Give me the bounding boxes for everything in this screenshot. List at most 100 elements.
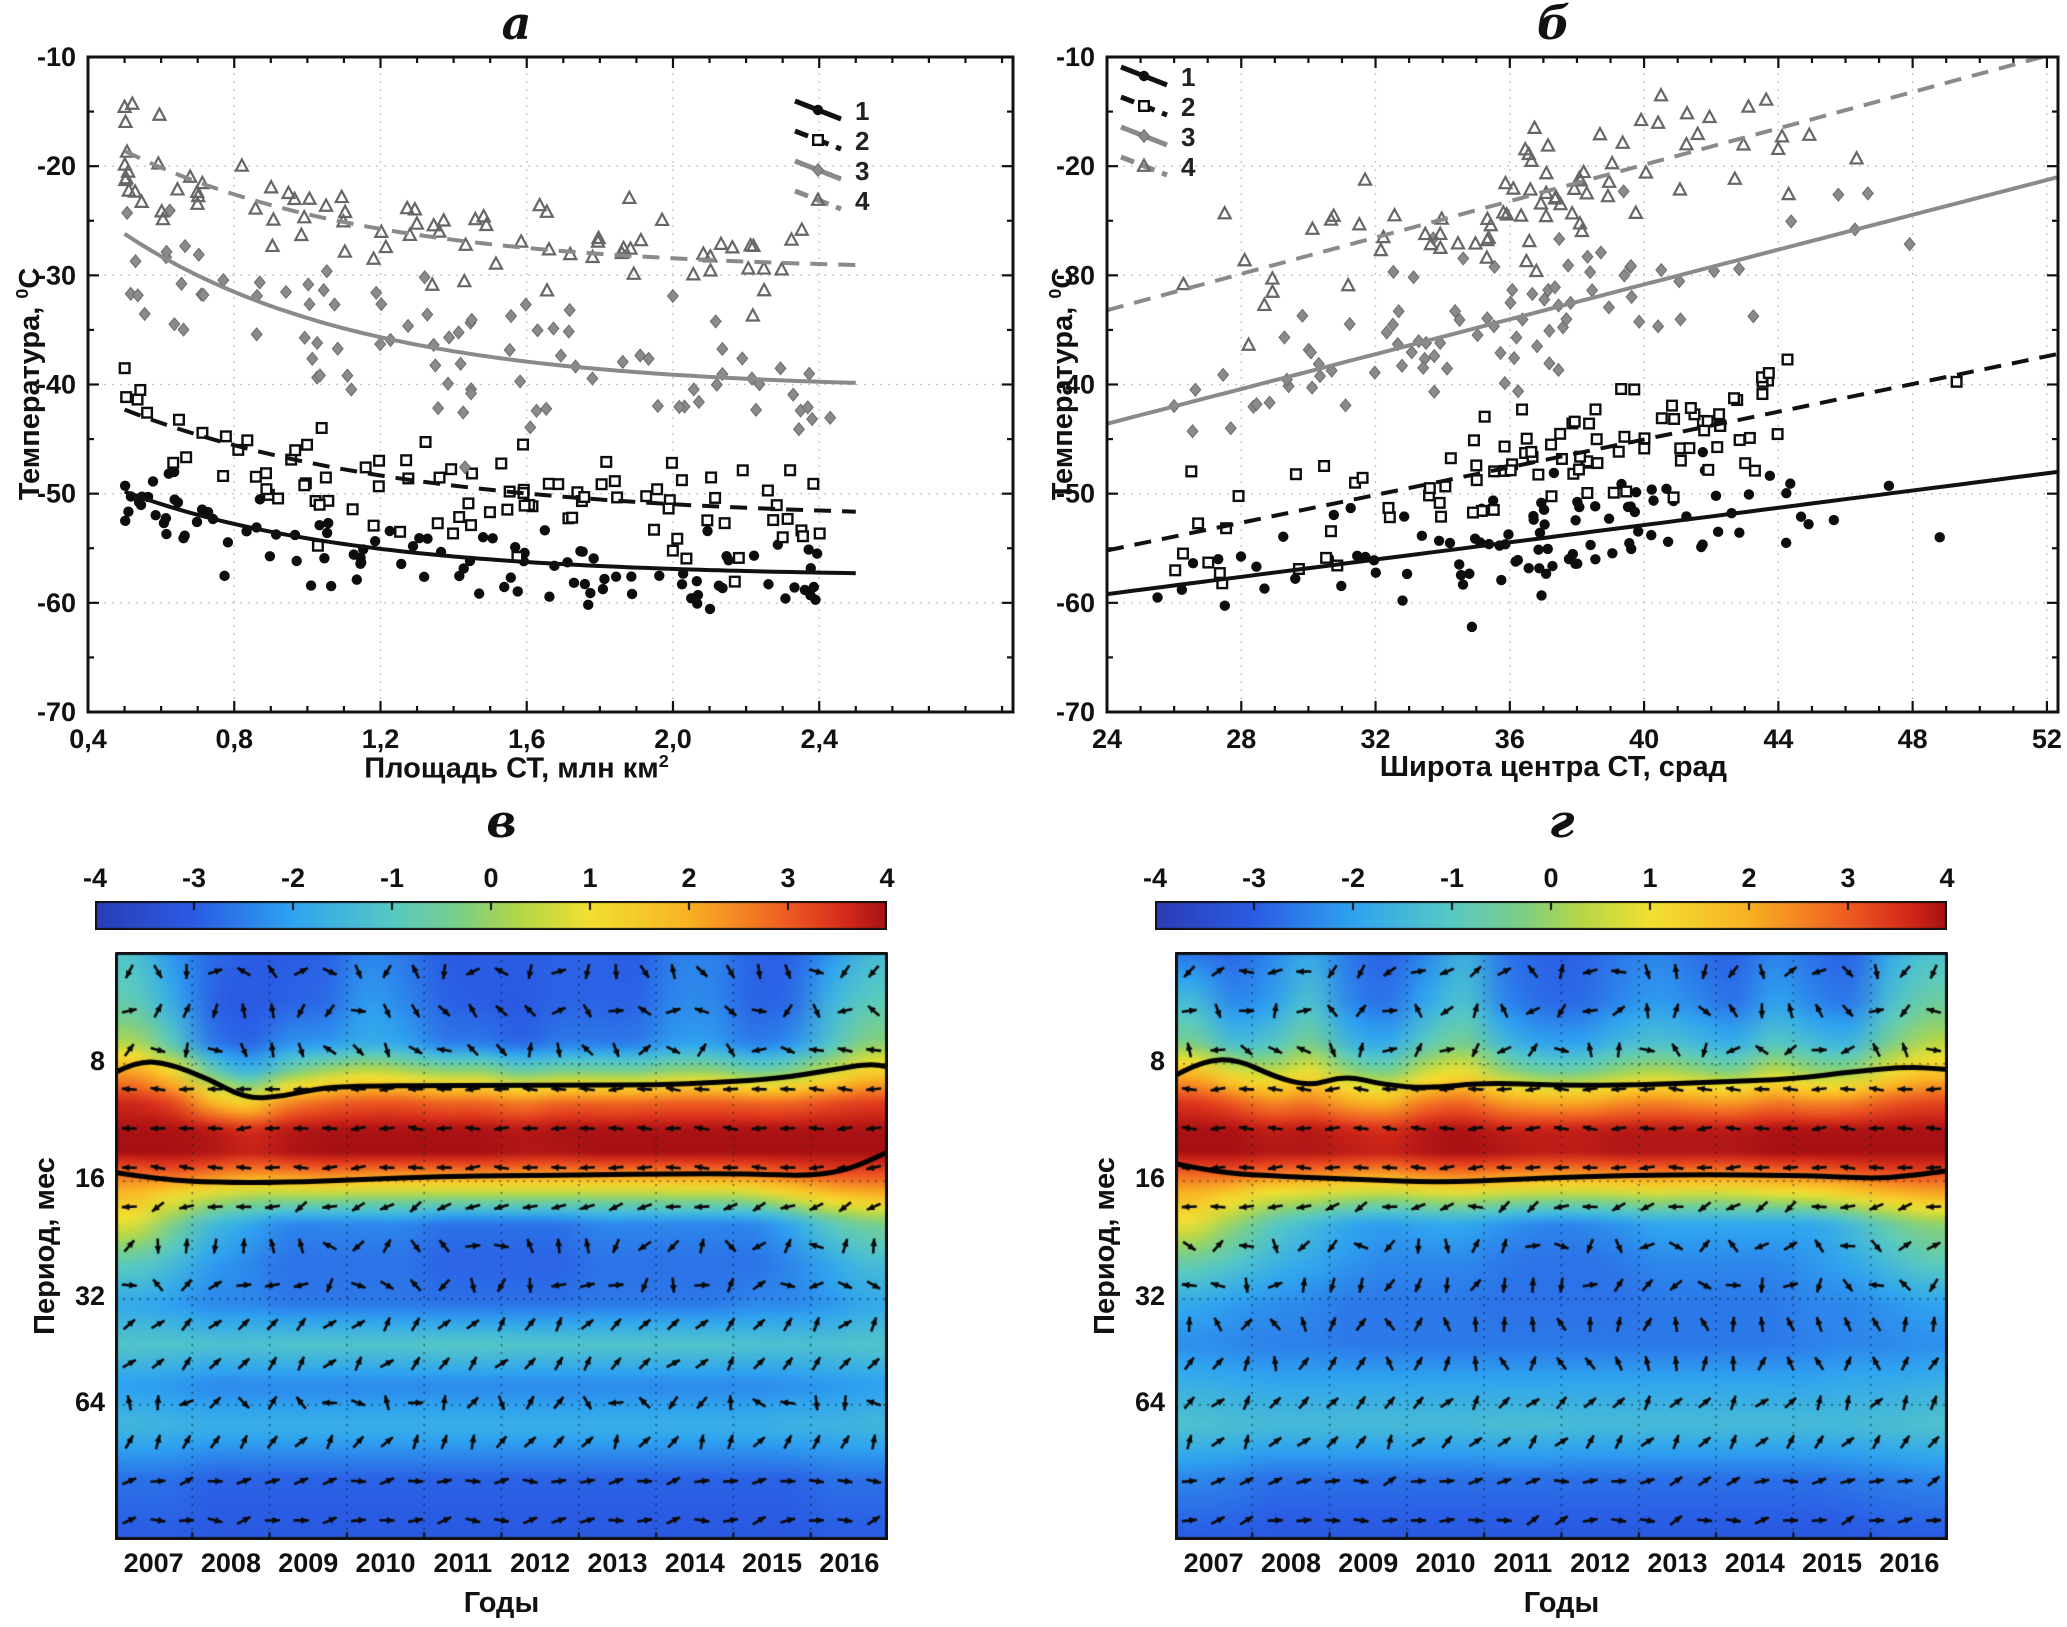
colorbar-tick-label: -2 xyxy=(280,863,305,893)
panel-v-xaxis-label: Годы xyxy=(463,1587,540,1619)
year-tick-label: 2007 xyxy=(123,1548,184,1578)
panel-b-series-2-points xyxy=(1169,353,1963,590)
svg-text:1: 1 xyxy=(1181,62,1195,92)
svg-text:1: 1 xyxy=(855,96,869,126)
panel-a-series-3-points xyxy=(121,203,837,475)
panel-v-heatmap xyxy=(115,952,888,1540)
panel-b-series-1-points xyxy=(1152,446,1945,633)
panel-v-colorbar xyxy=(95,901,887,930)
x-tick-label: 48 xyxy=(1898,724,1928,754)
svg-text:3: 3 xyxy=(1181,122,1195,152)
x-tick-label: 1,6 xyxy=(508,724,546,754)
panel-g-xaxis-label: Годы xyxy=(1523,1587,1600,1619)
svg-text:4: 4 xyxy=(1181,152,1196,182)
svg-text:2: 2 xyxy=(855,126,869,156)
y-tick-label: -10 xyxy=(1056,42,1095,72)
year-tick-label: 2015 xyxy=(1802,1548,1863,1578)
x-tick-label: 44 xyxy=(1763,724,1793,754)
panel-a-xaxis-label-sup: 2 xyxy=(658,751,669,771)
x-tick-label: 52 xyxy=(2032,724,2062,754)
y-tick-label: -60 xyxy=(37,588,76,618)
panel-b-yaxis-label: Температура, 0С xyxy=(1045,267,1079,501)
period-tick-label: 8 xyxy=(89,1045,105,1076)
y-tick-label: -50 xyxy=(37,479,76,509)
year-tick-label: 2016 xyxy=(1879,1548,1940,1578)
colorbar-tick-label: -3 xyxy=(181,863,206,893)
colorbar-tick-label: 3 xyxy=(780,863,796,893)
year-tick-label: 2007 xyxy=(1183,1548,1244,1578)
y-tick-label: -70 xyxy=(37,697,76,727)
period-tick-label: 64 xyxy=(1134,1386,1165,1417)
x-tick-label: 28 xyxy=(1226,724,1256,754)
year-tick-label: 2010 xyxy=(1415,1548,1476,1578)
year-tick-label: 2008 xyxy=(200,1548,261,1578)
x-tick-label: 0,8 xyxy=(215,724,253,754)
y-tick-label: -60 xyxy=(1056,588,1095,618)
y-tick-label: -50 xyxy=(1056,479,1095,509)
panel-g-heatmap xyxy=(1175,952,1948,1540)
year-tick-label: 2012 xyxy=(510,1548,571,1578)
year-tick-label: 2014 xyxy=(664,1548,725,1578)
colorbar-tick-label: -4 xyxy=(82,863,107,893)
period-tick-label: 32 xyxy=(74,1280,105,1311)
panel-b-series-4-points xyxy=(1175,86,1865,351)
year-tick-label: 2013 xyxy=(587,1548,648,1578)
x-tick-label: 1,2 xyxy=(362,724,400,754)
year-tick-label: 2014 xyxy=(1724,1548,1785,1578)
svg-text:2: 2 xyxy=(1181,92,1195,122)
x-tick-label: 36 xyxy=(1495,724,1525,754)
panel-a-xaxis-label: Площадь СТ, млн км2 xyxy=(0,751,1033,786)
colorbar-tick-label: 0 xyxy=(1543,863,1559,893)
year-tick-label: 2015 xyxy=(742,1548,803,1578)
colorbar-tick-label: -4 xyxy=(1142,863,1167,893)
year-tick-label: 2009 xyxy=(1338,1548,1399,1578)
panel-a-xaxis-label-text: Площадь СТ, млн км xyxy=(364,752,659,785)
year-tick-label: 2010 xyxy=(355,1548,416,1578)
x-tick-label: 24 xyxy=(1092,724,1122,754)
colorbar-tick-label: -1 xyxy=(1439,863,1464,893)
y-tick-label: -20 xyxy=(1056,151,1095,181)
period-tick-label: 8 xyxy=(1149,1045,1165,1076)
year-tick-label: 2016 xyxy=(819,1548,880,1578)
colorbar-tick-label: 1 xyxy=(582,863,598,893)
colorbar-tick-label: -3 xyxy=(1241,863,1266,893)
period-tick-label: 32 xyxy=(1134,1280,1165,1311)
period-tick-label: 16 xyxy=(1134,1163,1165,1194)
panel-v-title: в xyxy=(486,794,517,848)
svg-text:4: 4 xyxy=(855,186,870,216)
panel-a-series-1-points xyxy=(119,466,823,615)
x-tick-label: 2,4 xyxy=(800,724,838,754)
panel-g-title: г xyxy=(1548,794,1575,848)
colorbar-tick-label: 4 xyxy=(879,863,895,893)
colorbar-tick-label: 2 xyxy=(1741,863,1757,893)
period-tick-label: 64 xyxy=(74,1386,105,1417)
year-tick-label: 2012 xyxy=(1570,1548,1631,1578)
y-tick-label: -30 xyxy=(1056,260,1095,290)
y-tick-label: -10 xyxy=(37,42,76,72)
colorbar-tick-label: 3 xyxy=(1840,863,1856,893)
colorbar-tick-label: 2 xyxy=(681,863,697,893)
year-tick-label: 2013 xyxy=(1647,1548,1708,1578)
colorbar-tick-label: 1 xyxy=(1642,863,1658,893)
period-tick-label: 16 xyxy=(74,1163,105,1194)
x-tick-label: 32 xyxy=(1361,724,1391,754)
y-tick-label: -40 xyxy=(37,370,76,400)
colorbar-tick-label: -2 xyxy=(1340,863,1365,893)
colorbar-tick-label: 0 xyxy=(483,863,499,893)
y-tick-label: -30 xyxy=(37,260,76,290)
year-tick-label: 2011 xyxy=(433,1548,493,1578)
year-tick-label: 2011 xyxy=(1493,1548,1553,1578)
y-tick-label: -40 xyxy=(1056,370,1095,400)
year-tick-label: 2008 xyxy=(1260,1548,1321,1578)
colorbar-tick-label: 4 xyxy=(1939,863,1955,893)
colorbar-tick-label: -1 xyxy=(379,863,404,893)
x-tick-label: 40 xyxy=(1629,724,1659,754)
svg-text:3: 3 xyxy=(855,156,869,186)
y-tick-label: -70 xyxy=(1056,697,1095,727)
panel-b-xaxis-label: Широта центра СТ, срад xyxy=(1379,751,1728,783)
